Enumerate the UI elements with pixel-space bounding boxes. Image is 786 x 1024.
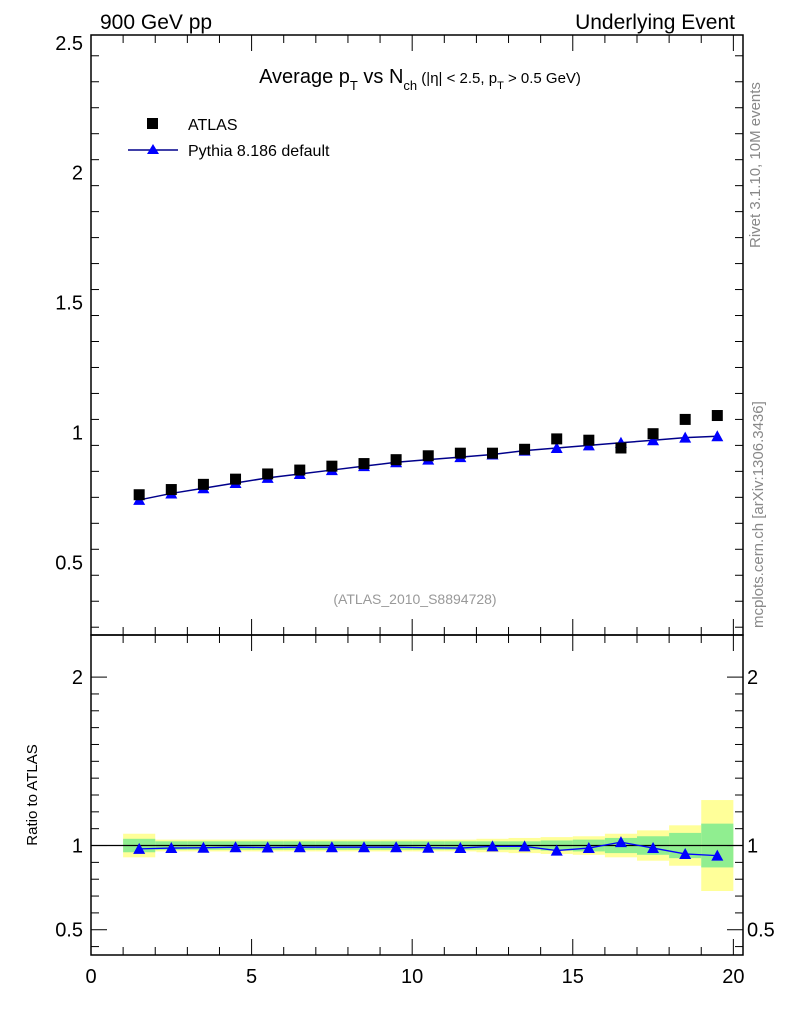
atlas-point — [165, 484, 177, 496]
atlas-point — [133, 489, 145, 501]
pythia-line — [139, 435, 718, 501]
ratio-point — [261, 841, 274, 853]
title-cond-1: (|η| < 2.5, p — [417, 70, 497, 87]
atlas-point — [679, 413, 691, 425]
y-tick-label: 2.5 — [55, 33, 83, 55]
plot-title: Average pT vs Nch (|η| < 2.5, pT > 0.5 G… — [259, 66, 581, 93]
ratio-point — [550, 844, 563, 856]
atlas-point — [230, 473, 242, 485]
atlas-point — [647, 428, 659, 440]
atlas-point — [422, 450, 434, 462]
title-main-sub: T — [350, 78, 358, 93]
pythia-point — [711, 430, 724, 442]
analysis-id: (ATLAS_2010_S8894728) — [333, 591, 496, 607]
x-tick-label: 20 — [722, 966, 744, 988]
ratio-y-tick-label-right: 2 — [747, 667, 758, 689]
ratio-point — [422, 841, 435, 853]
legend-pythia-label: Pythia 8.186 default — [188, 143, 330, 160]
y-tick-label: 0.5 — [55, 552, 83, 574]
rivet-label: Rivet 3.1.10, 10M events — [747, 82, 764, 248]
ratio-panel: 0.5 0.51 12 20 5 10 15 20 — [55, 634, 775, 988]
ratio-bands — [91, 800, 743, 891]
legend-atlas-marker — [147, 118, 158, 129]
atlas-point — [711, 410, 723, 422]
ratio-point — [197, 841, 210, 853]
ratio-point — [647, 842, 660, 854]
ratio-point — [133, 842, 146, 854]
ratio-point — [358, 841, 371, 853]
title-vs-sub: ch — [403, 78, 417, 93]
atlas-point — [486, 447, 498, 459]
ratio-ylabel: Ratio to ATLAS — [24, 744, 41, 845]
ratio-y-tick-label: 0.5 — [55, 920, 83, 942]
legend-pythia-marker — [147, 144, 159, 154]
x-tick-label: 10 — [401, 966, 423, 988]
ratio-y-tick-label: 1 — [72, 836, 83, 858]
ratio-point — [679, 847, 692, 859]
atlas-point — [615, 442, 627, 454]
ratio-point — [293, 841, 306, 853]
main-series — [133, 410, 724, 505]
pythia-point — [550, 441, 563, 453]
x-tick-label: 15 — [562, 966, 584, 988]
ratio-point — [454, 842, 467, 854]
ratio-series — [133, 836, 724, 861]
title-main: Average p — [259, 66, 350, 88]
title-vs: vs N — [358, 66, 404, 88]
ratio-point — [486, 840, 499, 852]
legend: ATLAS Pythia 8.186 default — [128, 117, 330, 160]
y-tick-label: 1 — [72, 422, 83, 444]
x-tick-label: 5 — [246, 966, 257, 988]
ratio-y-tick-label-right: 0.5 — [747, 920, 775, 942]
ratio-point — [229, 841, 242, 853]
atlas-point — [583, 434, 595, 446]
atlas-point — [454, 447, 466, 459]
main-panel: 0.5 1 1.5 2 2.5 — [55, 33, 744, 636]
ratio-point — [390, 841, 403, 853]
title-cond-2: > 0.5 GeV) — [504, 70, 581, 87]
y-tick-label: 2 — [72, 163, 83, 185]
atlas-point — [294, 464, 306, 476]
pythia-point — [679, 431, 692, 443]
ratio-y-tick-label-right: 1 — [747, 836, 758, 858]
ratio-ticks: 0.5 0.51 12 20 5 10 15 20 — [55, 635, 775, 988]
main-ticks: 0.5 1 1.5 2 2.5 — [55, 33, 743, 635]
atlas-point — [390, 454, 402, 466]
ratio-point — [582, 842, 595, 854]
ratio-point — [614, 836, 627, 848]
pythia-point — [647, 434, 660, 446]
ratio-y-tick-label: 2 — [72, 667, 83, 689]
ratio-point — [518, 840, 531, 852]
atlas-point — [197, 478, 209, 490]
legend-atlas-label: ATLAS — [188, 117, 238, 134]
ratio-point — [165, 842, 178, 854]
atlas-point — [358, 458, 370, 470]
header-left-label: 900 GeV pp — [100, 11, 212, 34]
atlas-point — [519, 443, 531, 455]
ratio-point — [711, 849, 724, 861]
mcplots-label: mcplots.cern.ch [arXiv:1306.3436] — [750, 401, 767, 628]
atlas-point — [326, 460, 338, 472]
atlas-point — [551, 433, 563, 445]
ratio-point — [325, 841, 338, 853]
title-cond-sub: T — [497, 80, 504, 92]
atlas-point — [262, 468, 274, 480]
y-tick-label: 1.5 — [55, 293, 83, 315]
header-right-label: Underlying Event — [575, 11, 735, 34]
x-tick-label: 0 — [85, 966, 96, 988]
ratio-frame — [90, 634, 744, 956]
